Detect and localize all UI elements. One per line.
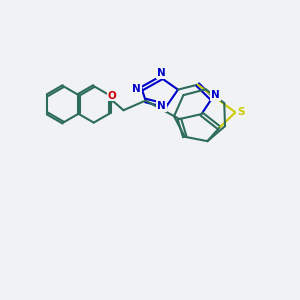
- Text: N: N: [211, 90, 220, 100]
- Text: N: N: [157, 101, 166, 111]
- Text: O: O: [107, 91, 116, 100]
- Text: S: S: [237, 107, 244, 117]
- Text: N: N: [132, 84, 141, 94]
- Text: N: N: [157, 68, 166, 78]
